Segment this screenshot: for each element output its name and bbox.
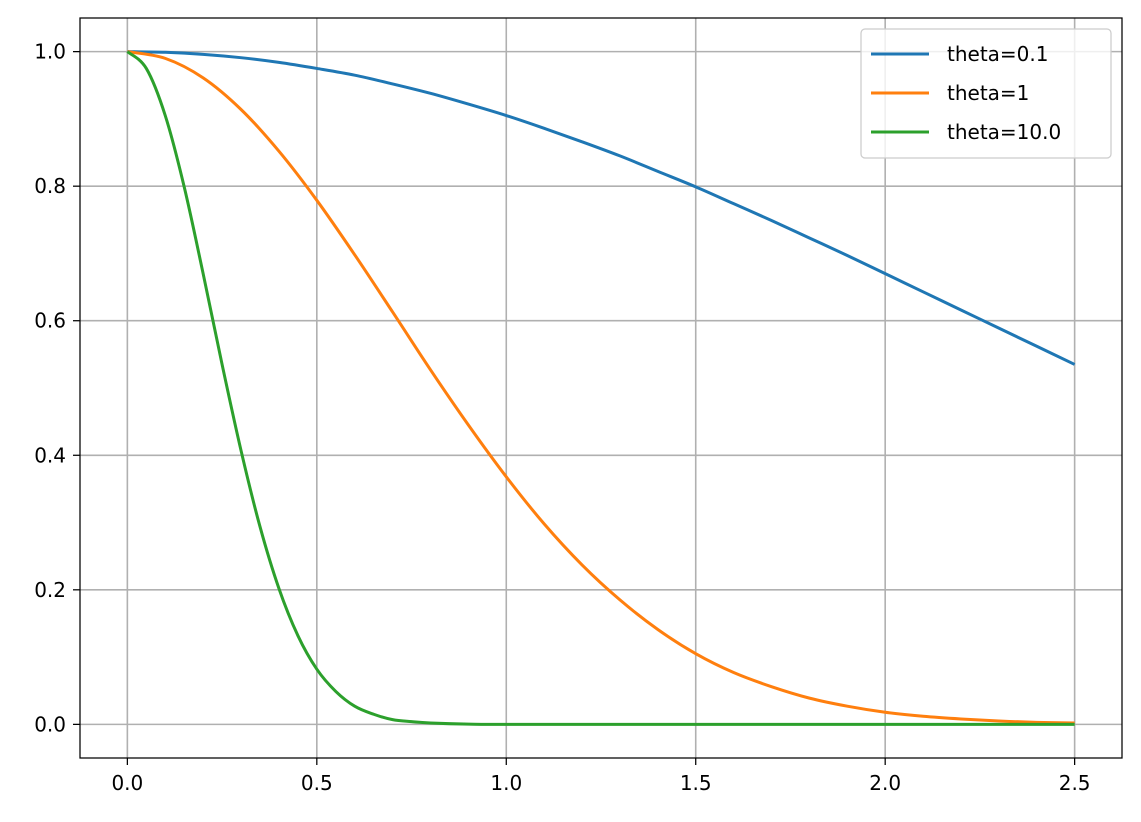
x-tick-label: 2.0 [869, 771, 901, 795]
series-line-1 [127, 50, 1076, 366]
x-axis: 0.0 0.5 1.0 1.5 2.0 2.5 [111, 758, 1091, 795]
legend-label: theta=0.1 [947, 42, 1048, 66]
x-tick-label: 2.5 [1059, 771, 1091, 795]
legend-label: theta=1 [947, 81, 1029, 105]
x-tick-label: 1.5 [680, 771, 712, 795]
series-line-2 [127, 50, 1075, 725]
x-tick-label: 0.0 [111, 771, 143, 795]
legend-box [860, 28, 1112, 159]
y-tick-label: 1.0 [34, 40, 66, 64]
legend-label: theta=10.0 [947, 120, 1061, 144]
y-axis: 0.0 0.2 0.4 0.6 0.8 1.0 [34, 40, 80, 736]
y-tick-label: 0.2 [34, 578, 66, 602]
grid-lines [80, 18, 1122, 758]
y-tick-label: 0.8 [34, 174, 66, 198]
y-tick-label: 0.4 [34, 443, 66, 467]
x-tick-label: 0.5 [301, 771, 333, 795]
x-tick-label: 1.0 [490, 771, 522, 795]
series-line-3 [126, 50, 1075, 726]
plot-frame [79, 17, 1123, 759]
y-tick-label: 0.0 [34, 712, 66, 736]
series-layer [126, 50, 1076, 726]
legend: theta=0.1 theta=1 theta=10.0 [860, 28, 1112, 159]
y-tick-label: 0.6 [34, 309, 66, 333]
